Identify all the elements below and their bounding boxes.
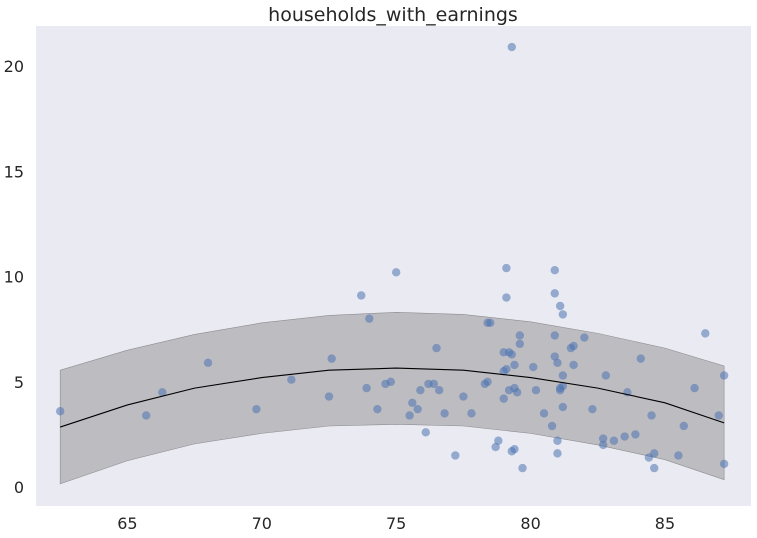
data-point	[580, 333, 589, 342]
data-point	[647, 411, 656, 420]
data-point	[391, 268, 401, 277]
data-point	[553, 358, 562, 368]
data-point	[324, 392, 334, 401]
data-point	[558, 371, 568, 380]
data-point	[203, 358, 213, 368]
data-point	[588, 404, 597, 414]
data-point	[550, 266, 559, 275]
fit-line-layer	[60, 367, 725, 428]
data-point	[550, 352, 559, 361]
data-point	[55, 407, 65, 416]
data-point	[679, 421, 688, 431]
y-axis-ticks: 0 5 10 15 20	[4, 57, 24, 497]
data-point	[429, 379, 439, 389]
data-point	[650, 449, 659, 458]
data-point	[512, 388, 522, 397]
data-point	[499, 394, 508, 403]
data-point	[650, 463, 659, 473]
data-point	[631, 430, 640, 439]
data-point	[502, 364, 511, 374]
data-point	[507, 42, 516, 52]
data-point	[550, 289, 559, 298]
data-point	[518, 463, 527, 473]
data-point	[483, 377, 492, 386]
data-point	[486, 318, 495, 328]
chart-title: households_with_earnings	[268, 4, 518, 26]
data-point	[432, 343, 441, 353]
data-point	[636, 354, 645, 363]
data-point	[558, 402, 568, 412]
data-point	[550, 331, 559, 340]
data-point	[502, 263, 511, 273]
x-axis-ticks: 65 70 75 80 85	[117, 514, 675, 533]
data-point	[510, 360, 519, 370]
x-tick-label: 70	[252, 514, 272, 533]
data-point	[510, 444, 519, 454]
y-tick-label: 15	[4, 162, 24, 181]
data-point	[357, 291, 366, 300]
data-point	[252, 404, 261, 414]
data-point	[421, 428, 430, 437]
data-point	[569, 341, 578, 351]
data-point	[598, 440, 608, 450]
data-point	[435, 386, 444, 395]
x-tick-label: 85	[655, 514, 675, 533]
data-point	[451, 451, 460, 460]
data-point	[531, 386, 541, 395]
data-point	[515, 331, 525, 340]
data-point	[601, 371, 611, 380]
data-point	[569, 360, 578, 370]
y-tick-label: 20	[4, 57, 24, 76]
data-point	[539, 409, 549, 418]
data-point	[408, 398, 417, 408]
data-point	[555, 301, 565, 311]
data-point	[553, 436, 562, 445]
data-point	[674, 451, 683, 460]
data-point	[609, 436, 619, 445]
data-point	[553, 449, 562, 458]
data-point	[416, 386, 425, 395]
y-tick-label: 0	[14, 478, 24, 497]
data-point	[529, 362, 538, 372]
data-point	[287, 375, 296, 384]
data-point	[405, 411, 414, 420]
y-tick-label: 5	[14, 373, 24, 392]
data-point	[494, 436, 503, 445]
fit-line	[60, 367, 725, 428]
data-point	[690, 383, 699, 393]
data-point	[719, 459, 729, 469]
data-point	[719, 371, 729, 380]
data-point	[502, 293, 511, 302]
data-point	[142, 411, 151, 420]
data-point	[507, 350, 516, 359]
data-point	[327, 354, 336, 363]
y-tick-label: 10	[4, 268, 24, 287]
data-point	[515, 339, 525, 349]
data-point	[386, 377, 396, 386]
x-tick-label: 75	[386, 514, 406, 533]
data-point	[620, 432, 629, 441]
data-point	[413, 404, 422, 414]
x-tick-label: 80	[520, 514, 540, 533]
x-tick-label: 65	[117, 514, 137, 533]
data-point	[459, 392, 468, 401]
data-point	[491, 442, 500, 452]
data-point	[558, 381, 568, 391]
data-point	[365, 314, 374, 323]
data-point	[467, 409, 476, 418]
data-point	[373, 404, 382, 414]
data-point	[547, 421, 557, 431]
data-point	[558, 310, 568, 319]
data-point	[598, 434, 608, 443]
data-point	[701, 329, 710, 338]
data-point	[362, 383, 371, 393]
points-layer	[55, 42, 729, 473]
data-point	[440, 409, 449, 418]
data-point	[714, 411, 723, 420]
data-point	[158, 388, 167, 397]
